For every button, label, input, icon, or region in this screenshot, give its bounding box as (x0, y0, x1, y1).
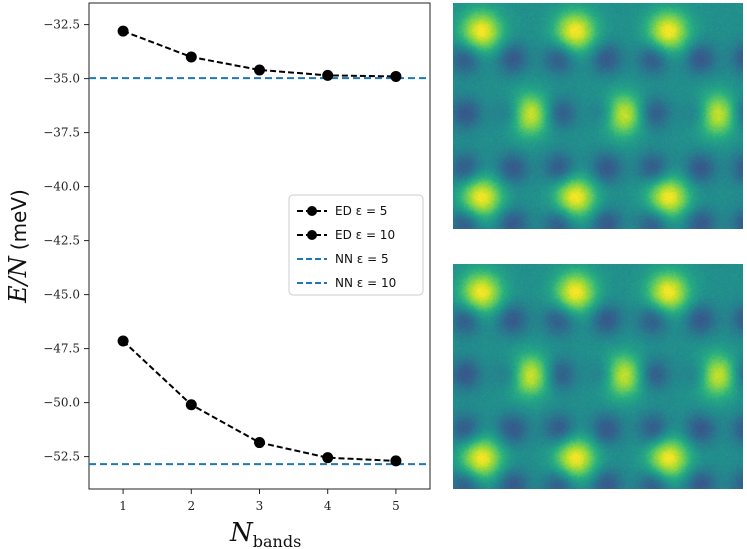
density-map-bottom-canvas (453, 264, 743, 489)
legend-label: ED ε = 10 (335, 228, 395, 242)
legend-entry-nn-eps10: NN ε = 10 (297, 276, 396, 290)
x-tick-label: 5 (392, 499, 400, 513)
data-point (117, 335, 129, 347)
legend-entry-ed-eps10: ED ε = 10 (297, 228, 395, 242)
x-ticks: 1 2 3 4 5 (119, 489, 400, 513)
x-tick-label: 2 (187, 499, 195, 513)
density-map-top (453, 3, 743, 229)
y-tick-label: −45.0 (43, 288, 80, 302)
series-line (122, 30, 396, 78)
density-map-bottom (453, 264, 743, 489)
y-tick-label: −32.5 (43, 18, 80, 32)
legend-entry-ed-eps5: ED ε = 5 (297, 204, 387, 218)
data-point (322, 452, 334, 464)
y-tick-label: −35.0 (43, 72, 80, 86)
y-tick-label: −52.5 (43, 450, 80, 464)
x-tick-label: 1 (119, 499, 127, 513)
legend: ED ε = 5 ED ε = 10 NN ε = 5 NN ε = 10 (288, 194, 424, 296)
legend-label: NN ε = 10 (335, 276, 396, 290)
y-tick-label: −42.5 (43, 234, 80, 248)
legend-box (288, 194, 424, 296)
ed-series (117, 25, 402, 467)
y-tick-label: −50.0 (43, 396, 80, 410)
y-axis-label: E/N(meV) (4, 189, 32, 304)
y-tick-label: −37.5 (43, 126, 80, 140)
x-tick-label: 3 (256, 499, 264, 513)
data-point (390, 455, 402, 467)
data-point (254, 437, 265, 449)
legend-label: ED ε = 5 (335, 204, 387, 218)
x-axis-label: Nbands (229, 518, 301, 549)
y-tick-label: −47.5 (43, 342, 80, 356)
energy-plot: −32.5 −35.0 −37.5 −40.0 −42.5 −45.0 −47.5 −50.0… (4, 2, 431, 549)
data-point (322, 69, 334, 81)
nn-reference-lines (89, 77, 430, 466)
legend-label: NN ε = 5 (335, 252, 389, 266)
density-map-top-canvas (453, 3, 743, 229)
legend-entry-nn-eps5: NN ε = 5 (297, 252, 389, 266)
y-ticks: −32.5 −35.0 −37.5 −40.0 −42.5 −45.0 −47.5 −50.0… (43, 18, 89, 464)
data-point (390, 70, 402, 82)
data-point (185, 51, 197, 63)
y-tick-label: −40.0 (43, 180, 80, 194)
data-point (117, 25, 129, 37)
data-point (254, 64, 265, 76)
data-point (185, 399, 197, 411)
x-tick-label: 4 (324, 499, 332, 513)
